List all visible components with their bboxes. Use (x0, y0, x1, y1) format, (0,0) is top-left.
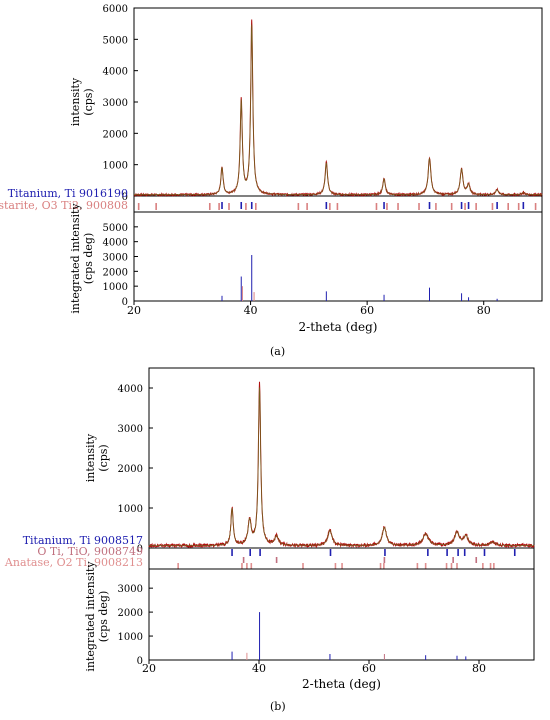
integrated-ylabel-b: integrated intensity (84, 561, 97, 672)
integrated-y-tick-label-a: 2000 (103, 267, 128, 278)
integrated-y-tick-label-b: 2000 (118, 608, 143, 619)
integrated-y-tick-label-a: 4000 (103, 238, 128, 249)
x-axis-label-b: 2-theta (deg) (302, 677, 381, 691)
integrated-y-tick-label-a: 5000 (103, 223, 128, 234)
observed-pattern-b (148, 381, 535, 549)
phase-legend-b: Titanium, Ti 9008517 (23, 534, 143, 547)
fitted-pattern-a (134, 24, 542, 196)
main-ylabel-b: intensity (84, 433, 97, 482)
x-axis-label-a: 2-theta (deg) (299, 320, 378, 334)
integrated-ylabel-unit-b: (cps deg) (97, 591, 110, 643)
x-tick-label-a: 60 (360, 304, 374, 317)
phase-legend-b: Anatase, O2 Ti, 9008213 (4, 556, 143, 569)
x-tick-label-b: 40 (252, 662, 266, 675)
main-y-tick-label-a: 6000 (103, 4, 128, 15)
main-plot-frame-a (133, 7, 543, 197)
integrated-y-tick-label-b: 3000 (118, 584, 143, 595)
phase-legend-a: Titanium, Ti 9016190 (8, 187, 128, 200)
integrated-y-tick-label-a: 3000 (103, 253, 128, 264)
integrated-ylabel-unit-a: (cps deg) (82, 233, 95, 285)
main-ylabel-a: intensity (69, 77, 82, 126)
integrated-y-tick-label-b: 0 (137, 656, 143, 667)
integrated-y-tick-label-a: 0 (122, 297, 128, 308)
main-plot-frame-b (148, 367, 535, 549)
main-y-tick-label-a: 0 (122, 192, 128, 203)
x-tick-label-b: 20 (142, 662, 156, 675)
phase-legend-b: O Ti, TiO, 9008749 (37, 545, 143, 558)
integrated-y-tick-label-a: 1000 (103, 282, 128, 293)
x-tick-label-b: 80 (472, 662, 486, 675)
main-y-tick-label-b: 0 (137, 544, 143, 555)
x-tick-label-a: 80 (477, 304, 491, 317)
main-y-tick-label-b: 4000 (118, 384, 143, 395)
main-ylabel-unit-a: (cps) (82, 88, 95, 115)
phase-legend-a: Tistarite, O3 Ti2, 900808 (0, 199, 128, 212)
main-y-tick-label-a: 1000 (103, 161, 128, 172)
x-tick-label-a: 40 (244, 304, 258, 317)
panel-label-b: (b) (270, 700, 286, 713)
main-y-tick-label-b: 2000 (118, 464, 143, 475)
integrated-plot-frame-b (148, 568, 535, 661)
integrated-plot-frame-a (133, 211, 543, 302)
observed-pattern-a (133, 19, 543, 198)
main-y-tick-label-a: 4000 (103, 67, 128, 78)
main-y-tick-label-b: 3000 (118, 424, 143, 435)
x-tick-label-b: 60 (362, 662, 376, 675)
panel-label-a: (a) (270, 345, 286, 358)
main-y-tick-label-a: 2000 (103, 129, 128, 140)
main-y-tick-label-a: 5000 (103, 35, 128, 46)
integrated-y-tick-label-b: 1000 (118, 632, 143, 643)
main-y-tick-label-b: 1000 (118, 504, 143, 515)
fitted-pattern-b (149, 387, 534, 546)
main-y-tick-label-a: 3000 (103, 98, 128, 109)
integrated-ylabel-a: integrated intensity (69, 203, 82, 314)
main-ylabel-unit-b: (cps) (97, 444, 110, 471)
x-tick-label-a: 20 (127, 304, 141, 317)
